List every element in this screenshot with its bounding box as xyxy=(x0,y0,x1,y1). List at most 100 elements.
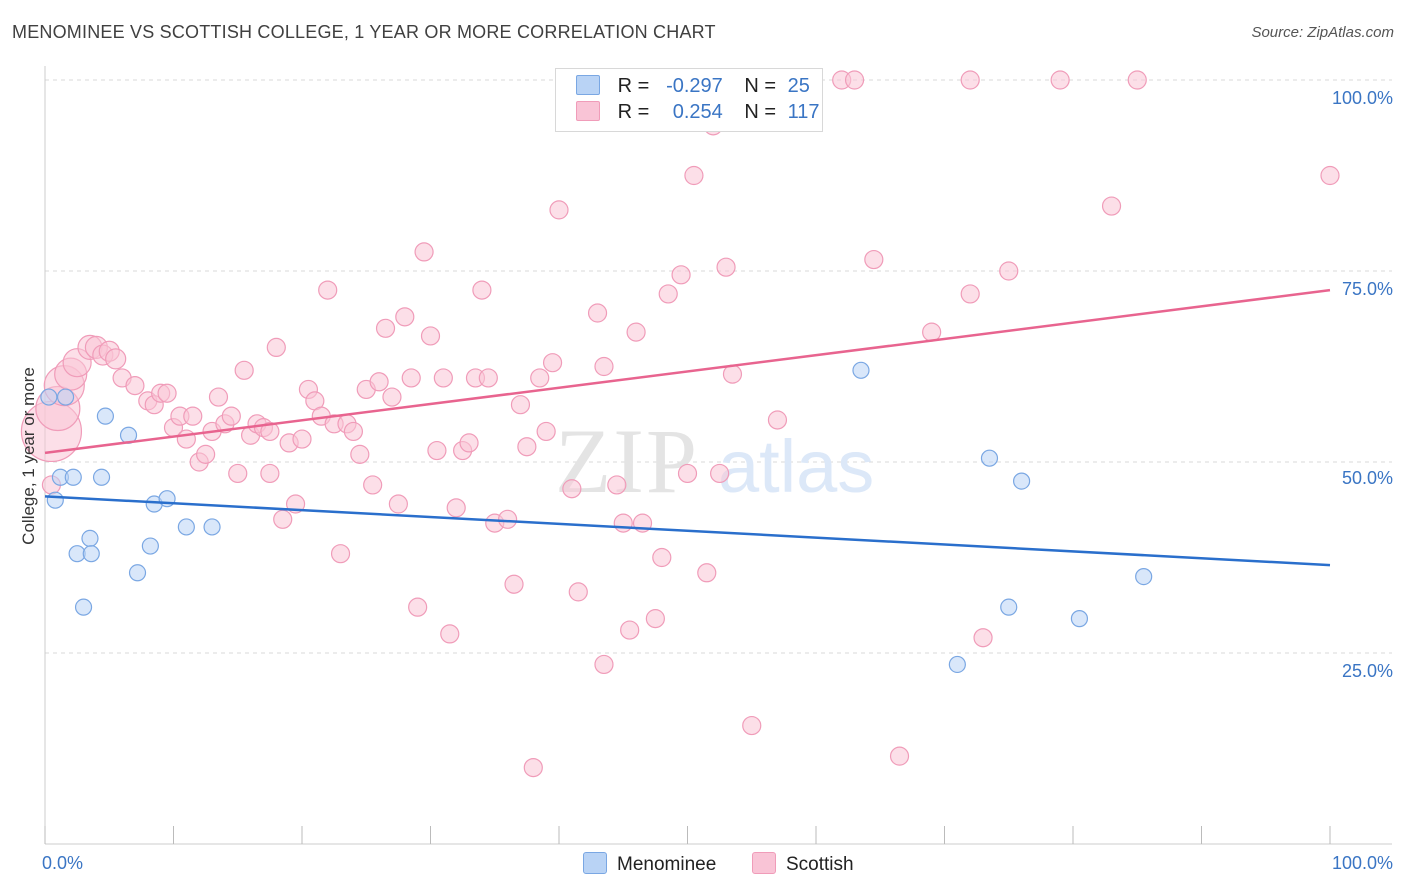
data-point xyxy=(350,444,370,464)
data-point xyxy=(504,574,524,594)
data-point xyxy=(260,421,280,442)
data-point xyxy=(562,479,582,499)
data-point xyxy=(742,715,762,736)
y-tick-label: 25.0% xyxy=(1342,661,1393,681)
x-tick-label: 100.0% xyxy=(1332,853,1393,873)
data-point xyxy=(440,624,460,644)
data-point xyxy=(221,406,241,426)
data-point xyxy=(234,360,254,380)
legend-n-label: N = xyxy=(744,75,777,97)
data-point xyxy=(677,463,698,484)
data-point xyxy=(395,307,415,327)
data-point xyxy=(722,364,743,384)
data-point xyxy=(767,410,788,430)
data-point xyxy=(697,563,717,583)
legend-row-scottish: R = 0.254 N = 117 xyxy=(576,101,820,127)
trend-lines xyxy=(44,288,1331,567)
legend-row-menominee: R = -0.297 N = 25 xyxy=(576,75,810,101)
chart-title: MENOMINEE VS SCOTTISH COLLEGE, 1 YEAR OR… xyxy=(12,22,716,42)
data-point xyxy=(999,261,1019,281)
data-point xyxy=(1101,196,1122,216)
data-point xyxy=(1012,472,1031,490)
data-point xyxy=(401,368,421,388)
legend-r-label: R = xyxy=(617,101,650,123)
bottom-legend-scottish: Scottish xyxy=(752,852,854,876)
data-point xyxy=(363,475,383,495)
data-point xyxy=(1070,610,1089,628)
data-point xyxy=(620,620,640,640)
data-point xyxy=(318,280,338,300)
data-point xyxy=(183,406,203,426)
data-point xyxy=(536,421,556,442)
data-point xyxy=(568,582,588,602)
data-point xyxy=(1000,598,1018,616)
data-point xyxy=(1135,567,1153,586)
data-point xyxy=(523,757,543,778)
data-point xyxy=(1050,70,1070,90)
trend-line-menominee xyxy=(44,495,1331,567)
data-point xyxy=(266,337,286,357)
data-point xyxy=(626,322,646,342)
legend-r-value: -0.297 xyxy=(666,75,723,97)
data-point xyxy=(96,407,114,425)
data-point xyxy=(684,165,704,186)
data-point xyxy=(446,498,466,518)
data-point xyxy=(613,513,633,533)
data-point xyxy=(74,598,93,616)
correlation-legend: R = -0.297 N = 25 R = 0.254 N = 117 xyxy=(555,68,823,132)
data-point xyxy=(478,368,498,388)
data-point xyxy=(960,284,980,304)
data-point xyxy=(128,564,147,582)
bottom-legend-label-menominee: Menominee xyxy=(617,854,717,875)
data-point xyxy=(498,509,518,529)
data-point xyxy=(105,348,127,370)
data-point xyxy=(196,444,216,464)
data-point xyxy=(208,387,229,407)
data-point xyxy=(973,628,993,648)
data-point xyxy=(382,387,402,407)
data-point xyxy=(472,280,492,300)
data-point xyxy=(710,463,730,484)
watermark-atlas: atlas xyxy=(718,425,874,508)
data-point xyxy=(980,449,999,467)
data-point xyxy=(844,70,865,90)
bottom-legend-swatch-menominee xyxy=(583,852,607,874)
y-tick-label: 100.0% xyxy=(1332,88,1393,108)
data-point xyxy=(388,494,408,514)
bottom-legend-swatch-scottish xyxy=(752,852,776,874)
data-point xyxy=(594,356,614,377)
data-point xyxy=(510,395,531,415)
data-point xyxy=(125,376,145,396)
data-point xyxy=(852,361,870,379)
data-point xyxy=(260,463,280,484)
legend-n-value: 25 xyxy=(787,75,810,97)
data-point xyxy=(375,318,396,338)
data-point xyxy=(645,609,665,629)
data-point xyxy=(273,509,293,529)
watermark: ZIP atlas xyxy=(555,410,874,512)
data-point xyxy=(652,547,672,568)
data-point xyxy=(889,746,910,766)
data-point xyxy=(369,372,389,392)
data-point xyxy=(176,429,196,449)
data-point xyxy=(517,437,537,457)
legend-n-label: N = xyxy=(744,101,777,123)
bottom-legend-label-scottish: Scottish xyxy=(786,854,854,875)
legend-r-value: 0.254 xyxy=(672,101,723,123)
legend-swatch-scottish xyxy=(576,101,600,121)
data-point xyxy=(1127,70,1147,90)
data-point xyxy=(330,544,351,564)
source-credit: Source: ZipAtlas.com xyxy=(1251,24,1394,41)
tick-labels: 100.0% 75.0% 50.0% 25.0% 0.0% 100.0% xyxy=(42,88,1393,873)
legend-swatch-menominee xyxy=(576,75,600,95)
data-point xyxy=(542,353,563,373)
data-point xyxy=(960,70,980,90)
data-point xyxy=(408,597,428,617)
data-point xyxy=(157,383,177,403)
data-point xyxy=(46,491,64,509)
data-point xyxy=(81,529,99,548)
data-point xyxy=(864,249,884,270)
data-point xyxy=(658,284,678,304)
y-axis-label: College, 1 year or more xyxy=(19,367,38,545)
